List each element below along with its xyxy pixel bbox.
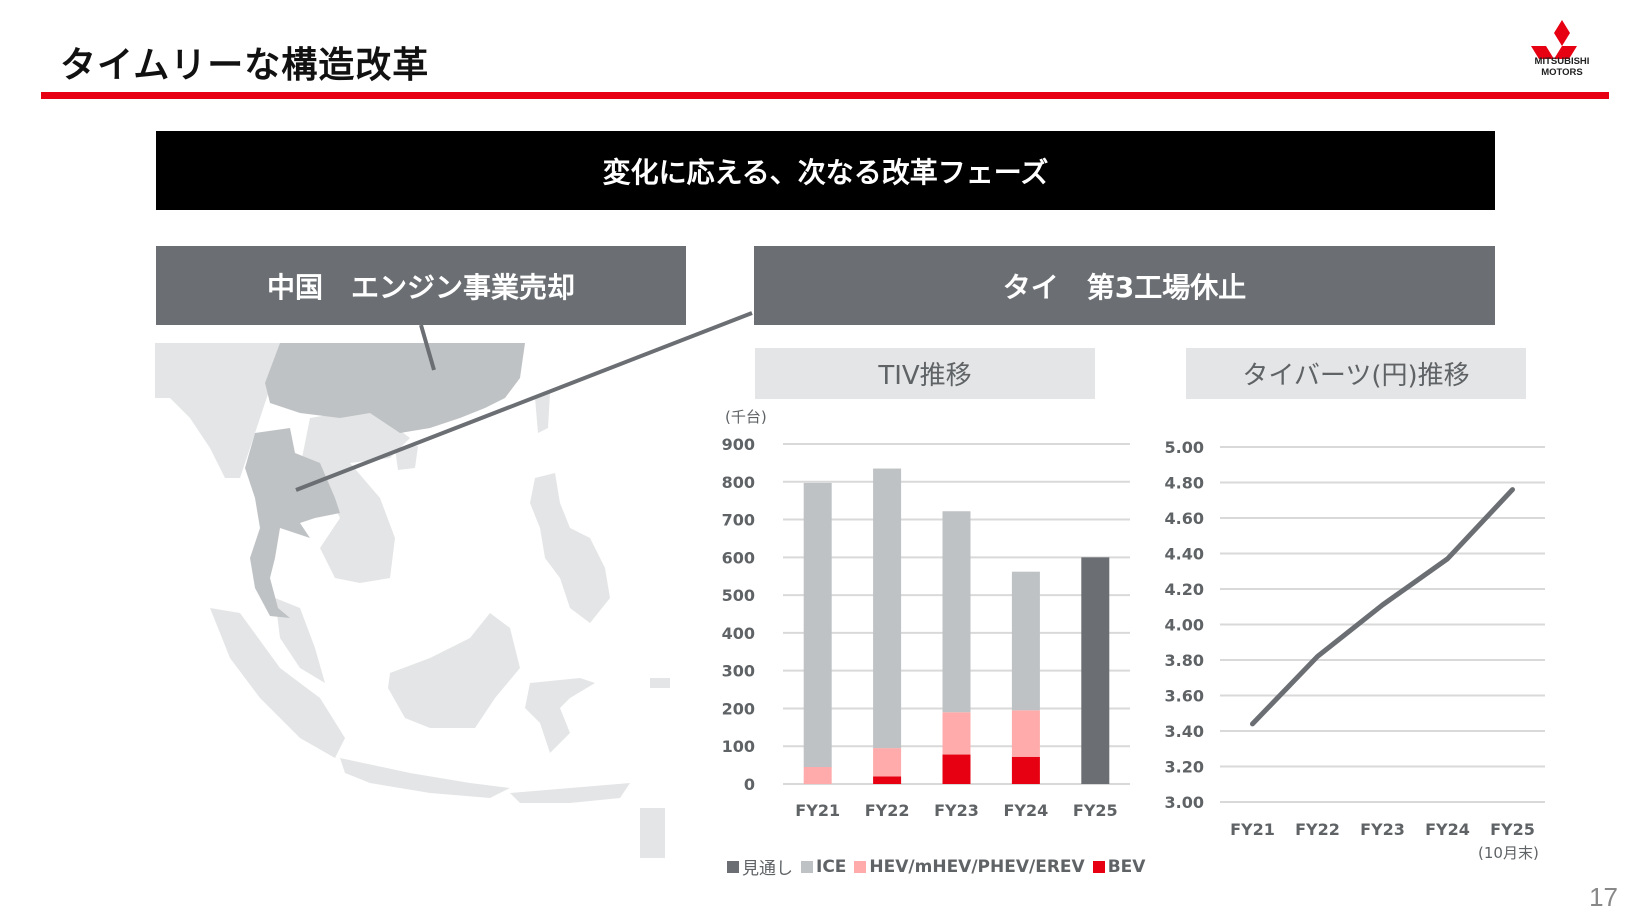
bar-segment [1011,571,1040,711]
legend-swatch-icon [727,860,739,873]
thailand-plant-box: タイ 第3工場休止 [754,246,1495,325]
phase-banner: 変化に応える、次なる改革フェーズ [156,131,1495,210]
fy25-note: (10月末) [1478,844,1539,862]
bar-segment [873,468,902,749]
svg-text:FY22: FY22 [1295,820,1340,839]
svg-text:3.40: 3.40 [1165,722,1204,741]
legend-swatch-icon [801,860,813,873]
svg-text:FY21: FY21 [795,801,840,820]
baht-chart-title: タイバーツ(円)推移 [1186,348,1526,399]
legend-label: 見通し [742,859,793,879]
tiv-unit-label: (千台) [725,408,767,426]
svg-text:FY23: FY23 [1360,820,1405,839]
logo-line-2: MOTORS [1541,67,1583,78]
svg-text:5.00: 5.00 [1165,438,1204,457]
svg-text:3.00: 3.00 [1165,793,1204,812]
svg-text:300: 300 [722,662,755,681]
legend-swatch-icon [1092,860,1105,873]
svg-text:3.80: 3.80 [1165,651,1204,670]
southeast-asia-map [155,343,670,858]
svg-text:4.60: 4.60 [1165,509,1204,528]
svg-text:FY25: FY25 [1490,820,1535,839]
svg-text:4.20: 4.20 [1165,580,1204,599]
svg-text:0: 0 [744,775,755,794]
svg-text:FY21: FY21 [1230,820,1275,839]
legend-item: ICE [801,857,846,877]
svg-text:4.00: 4.00 [1165,616,1204,635]
svg-text:100: 100 [722,737,755,756]
tiv-chart-title: TIV推移 [755,348,1095,399]
legend-label: ICE [816,856,847,877]
baht-line-chart: 3.00 3.20 3.40 3.60 3.80 4.00 4.20 4.40 4.60 4.80… [1165,438,1545,839]
bar-segment [873,776,902,784]
legend-item: BEV [1092,856,1146,877]
legend-label: HEV/mHEV/PHEV/EREV [869,856,1085,877]
page-title: タイムリーな構造改革 [60,45,430,86]
bar-segment [942,511,971,713]
page-number: 17 [1589,882,1618,912]
svg-text:400: 400 [722,624,755,643]
svg-text:3.60: 3.60 [1165,687,1204,706]
bar-segment [1011,710,1040,757]
svg-text:FY23: FY23 [934,801,979,820]
legend-label: BEV [1107,856,1146,877]
bar-segment [1011,756,1040,784]
svg-text:500: 500 [722,586,755,605]
bar-segment [942,754,971,784]
legend-item: HEV/mHEV/PHEV/EREV [854,856,1085,877]
legend-swatch-icon [854,860,867,873]
svg-text:FY24: FY24 [1425,820,1470,839]
bar-segment [1081,557,1110,784]
svg-text:4.80: 4.80 [1165,474,1204,493]
bar-segment [803,767,832,784]
china-engine-box: 中国 エンジン事業売却 [156,246,686,325]
title-divider [41,92,1609,99]
company-logo-text: MITSUBISHI MOTORS [1515,56,1609,78]
svg-text:600: 600 [722,548,755,567]
tiv-bar-chart: (千台) 0 100 200 300 400 500 600 700 800 900 FY21 FY22… [722,408,1130,820]
svg-text:4.40: 4.40 [1165,545,1204,564]
bar-segment [942,712,971,755]
svg-text:FY24: FY24 [1004,801,1049,820]
legend-item: 見通し [727,854,793,879]
svg-text:FY25: FY25 [1073,801,1118,820]
svg-text:900: 900 [722,435,755,454]
svg-text:800: 800 [722,473,755,492]
bar-segment [873,748,902,777]
svg-text:200: 200 [722,699,755,718]
svg-text:3.20: 3.20 [1165,758,1204,777]
logo-line-1: MITSUBISHI [1534,56,1590,67]
svg-text:FY22: FY22 [865,801,910,820]
svg-text:700: 700 [722,511,755,530]
bar-segment [803,482,832,767]
tiv-legend: 見通し ICE HEV/mHEV/PHEV/EREV BEV [727,854,1149,879]
baht-line [1250,487,1515,727]
three-diamonds-icon [1531,20,1577,59]
